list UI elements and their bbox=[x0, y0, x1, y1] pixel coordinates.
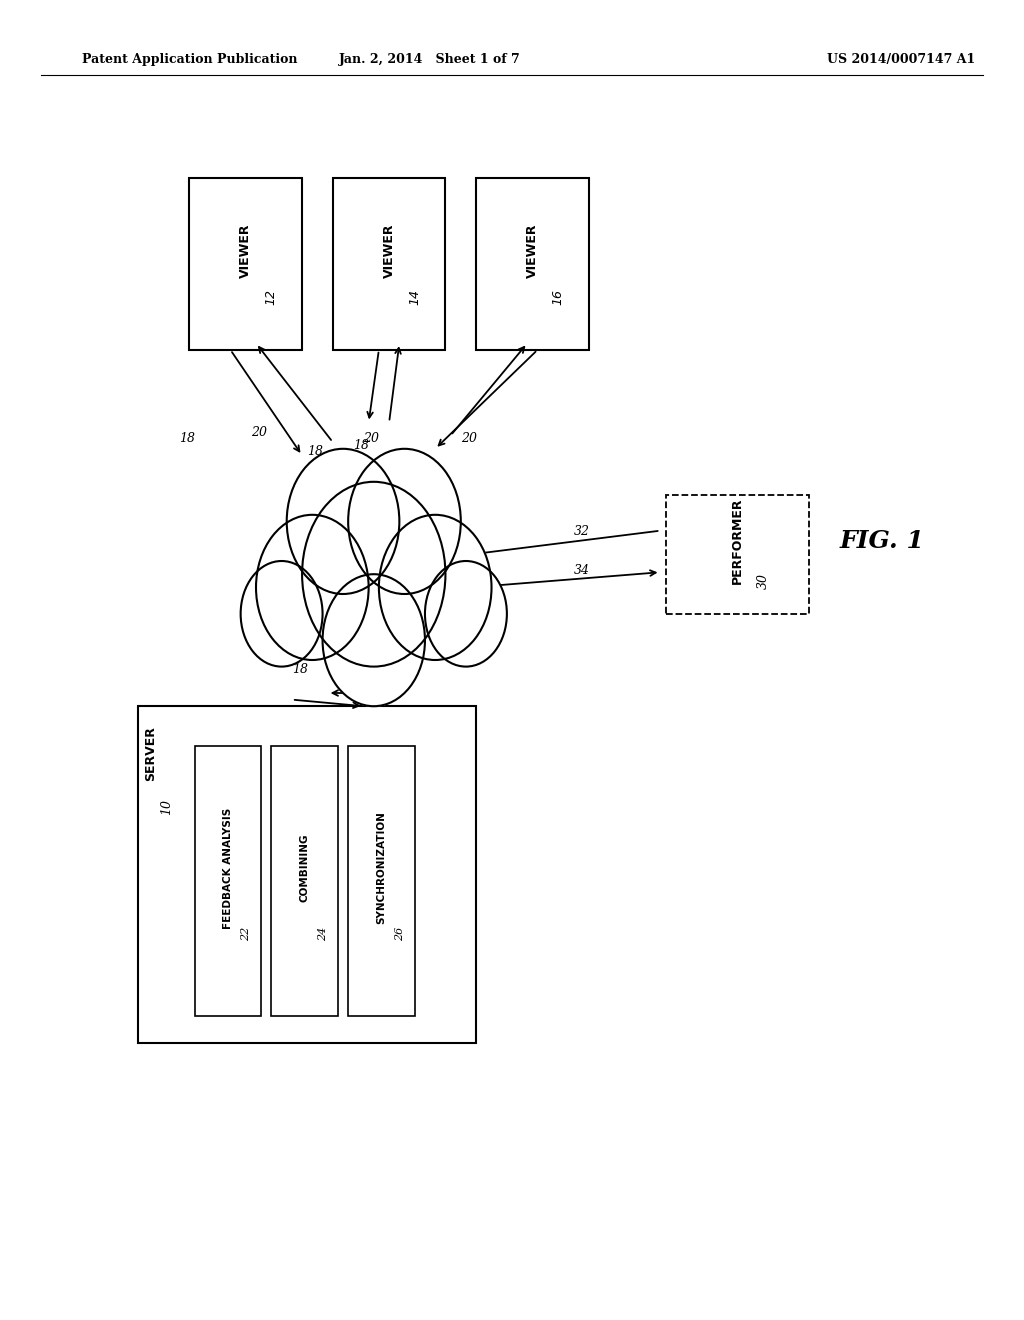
Text: 18: 18 bbox=[179, 432, 196, 445]
Bar bbox=[333, 178, 445, 350]
Text: VIEWER: VIEWER bbox=[383, 223, 395, 279]
Bar bbox=[138, 706, 476, 1043]
Bar bbox=[348, 746, 415, 1016]
Text: 18: 18 bbox=[307, 445, 324, 458]
Text: 12: 12 bbox=[265, 289, 278, 305]
Text: 18: 18 bbox=[353, 438, 370, 451]
Circle shape bbox=[256, 515, 369, 660]
Text: 30: 30 bbox=[757, 573, 769, 589]
Bar bbox=[476, 178, 589, 350]
Text: 14: 14 bbox=[409, 289, 421, 305]
Text: 34: 34 bbox=[573, 564, 590, 577]
Text: PERFORMER: PERFORMER bbox=[731, 498, 743, 585]
Text: VIEWER: VIEWER bbox=[240, 223, 252, 279]
Circle shape bbox=[287, 449, 399, 594]
Text: FIG. 1: FIG. 1 bbox=[840, 529, 925, 553]
Text: SYNCHRONIZATION: SYNCHRONIZATION bbox=[377, 812, 386, 924]
Text: 24: 24 bbox=[318, 927, 328, 941]
Text: VIEWER: VIEWER bbox=[526, 223, 539, 279]
Text: Jan. 2, 2014   Sheet 1 of 7: Jan. 2, 2014 Sheet 1 of 7 bbox=[339, 53, 521, 66]
Circle shape bbox=[241, 561, 323, 667]
Text: 20: 20 bbox=[338, 663, 354, 676]
Text: 10: 10 bbox=[161, 799, 173, 814]
Text: Patent Application Publication: Patent Application Publication bbox=[82, 53, 297, 66]
Text: FEEDBACK ANALYSIS: FEEDBACK ANALYSIS bbox=[223, 808, 232, 928]
Text: COMBINING: COMBINING bbox=[300, 834, 309, 902]
Text: 32: 32 bbox=[573, 524, 590, 537]
Text: 20: 20 bbox=[251, 425, 267, 438]
Circle shape bbox=[323, 574, 425, 706]
Bar bbox=[195, 746, 261, 1016]
Circle shape bbox=[379, 515, 492, 660]
Text: 16: 16 bbox=[552, 289, 564, 305]
Text: 20: 20 bbox=[461, 432, 477, 445]
Bar bbox=[271, 746, 338, 1016]
Circle shape bbox=[348, 449, 461, 594]
Circle shape bbox=[302, 482, 445, 667]
Bar bbox=[189, 178, 302, 350]
Text: 18: 18 bbox=[292, 663, 308, 676]
Text: 22: 22 bbox=[242, 927, 251, 941]
Circle shape bbox=[425, 561, 507, 667]
Text: US 2014/0007147 A1: US 2014/0007147 A1 bbox=[827, 53, 975, 66]
Text: 26: 26 bbox=[395, 927, 404, 941]
Text: SERVER: SERVER bbox=[144, 726, 157, 781]
Bar bbox=[666, 495, 809, 614]
Text: 20: 20 bbox=[364, 432, 380, 445]
